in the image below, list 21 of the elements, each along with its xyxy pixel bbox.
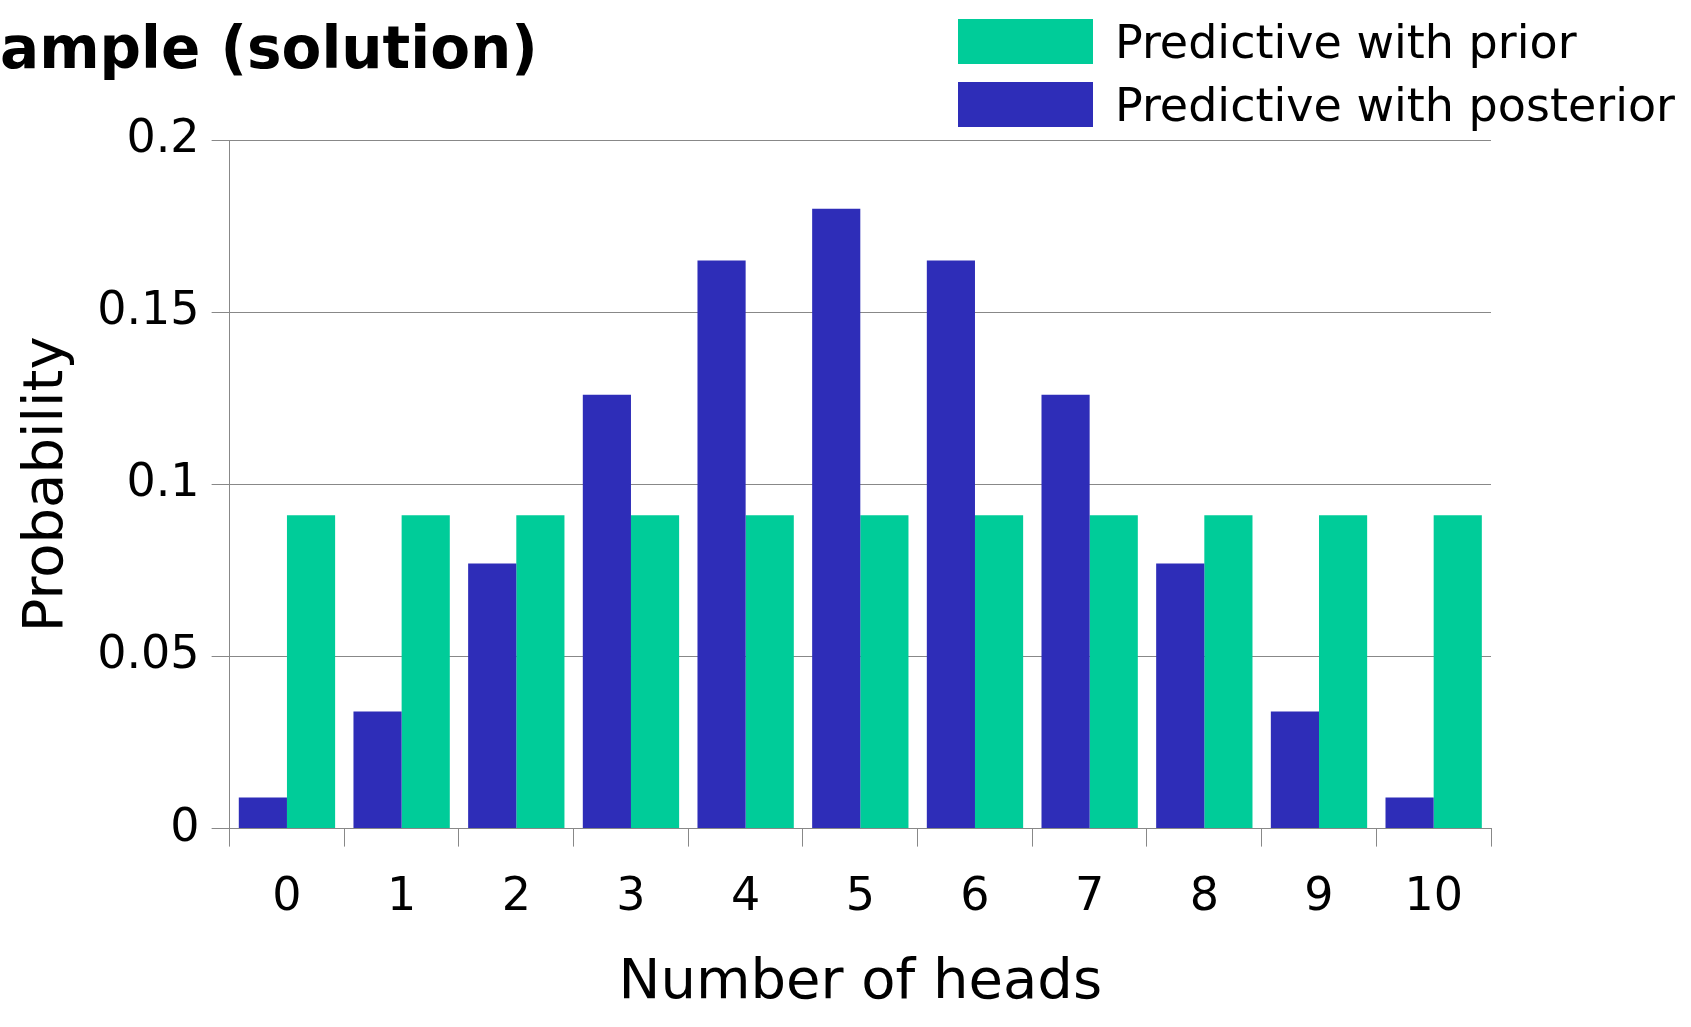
x-tick-label: 10 <box>1404 867 1463 922</box>
y-tick-label: 0.1 <box>126 453 200 508</box>
x-tick-label: 5 <box>845 867 875 922</box>
x-tick-label: 4 <box>731 867 761 922</box>
x-tick-label: 1 <box>386 867 417 922</box>
legend-label: Predictive with prior <box>1115 14 1577 69</box>
x-axis-title: Number of heads <box>618 945 1103 1011</box>
x-tick-label: 7 <box>1075 867 1105 922</box>
chart-title: ample (solution) <box>0 14 538 82</box>
x-tick-label: 0 <box>272 867 302 922</box>
y-tick-label: 0.05 <box>97 625 200 680</box>
legend-label: Predictive with posterior <box>1115 77 1675 132</box>
y-tick-label: 0.15 <box>97 281 200 336</box>
x-tick-label: 6 <box>960 867 990 922</box>
x-tick-label: 8 <box>1189 867 1219 922</box>
y-tick-label: 0.2 <box>126 108 200 163</box>
x-tick-label: 2 <box>501 867 531 922</box>
x-tick-label: 9 <box>1304 867 1334 922</box>
y-tick-label: 0 <box>170 797 200 852</box>
y-axis-title: Probability <box>10 336 76 633</box>
x-tick-label: 3 <box>616 867 646 922</box>
